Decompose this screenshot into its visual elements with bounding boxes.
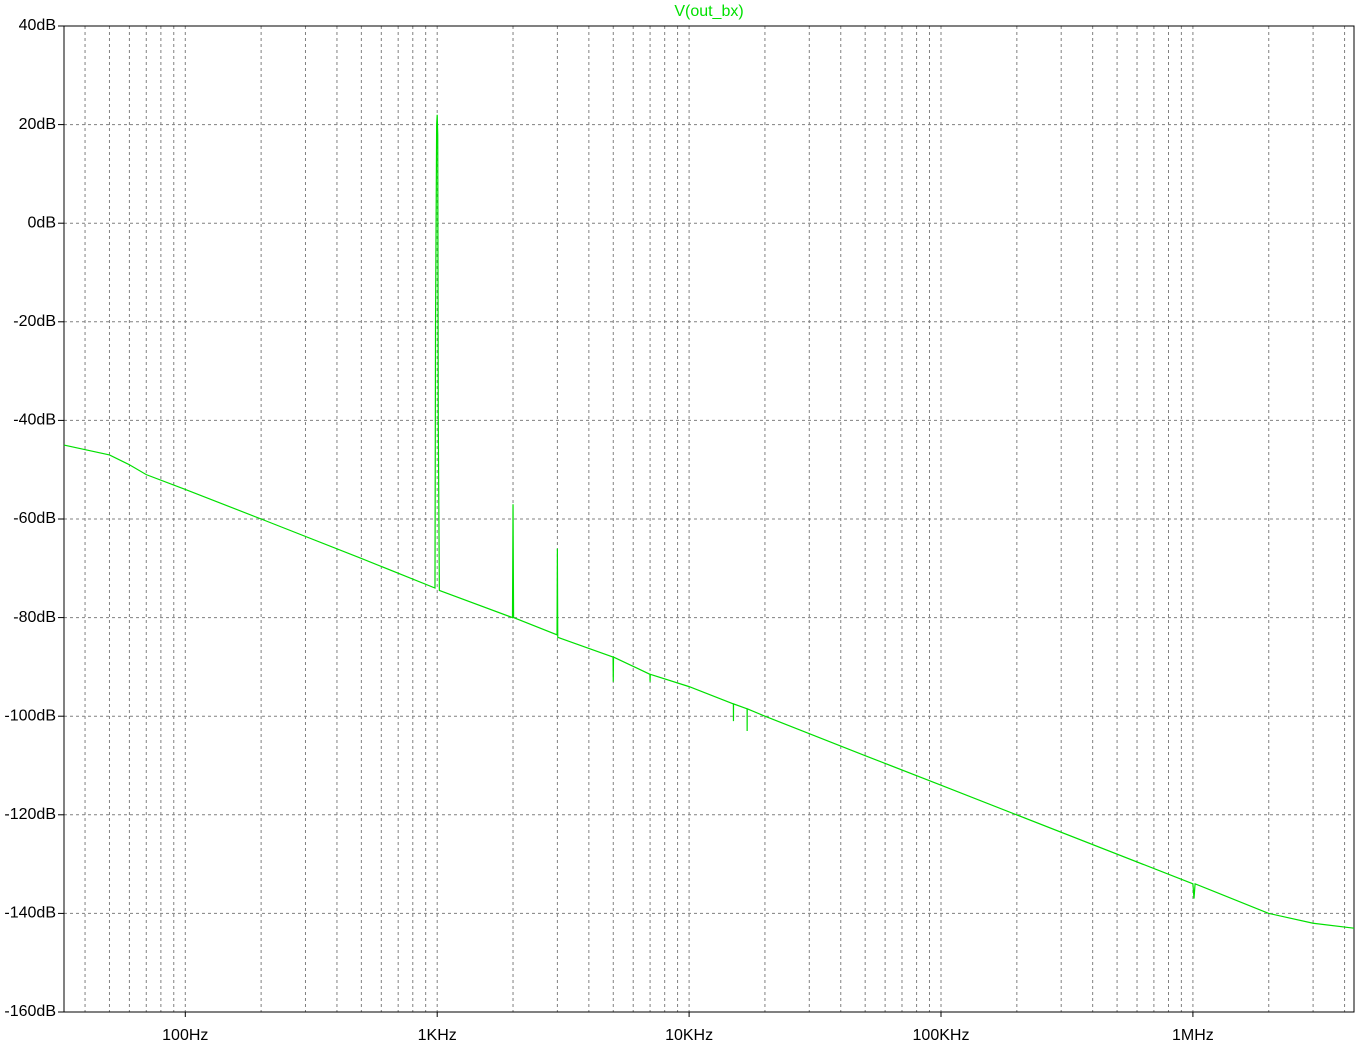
y-tick-label: 0dB [28,214,56,231]
y-tick-label: -80dB [13,609,56,626]
y-tick-label: -120dB [4,806,56,823]
y-tick-label: -60dB [13,510,56,527]
y-tick-label: 40dB [19,17,56,34]
x-tick-label: 100Hz [162,1027,208,1044]
trace [63,114,1355,929]
x-tick-label: 1MHz [1172,1027,1214,1044]
y-tick-label: -40dB [13,412,56,429]
plot-frame [63,25,1355,1013]
y-tick-label: -140dB [4,905,56,922]
y-tick-label: -100dB [4,707,56,724]
x-tick-label: 10KHz [665,1027,713,1044]
y-tick-label: 20dB [19,116,56,133]
trace-label: V(out_bx) [674,3,743,20]
x-tick-label: 1KHz [418,1027,457,1044]
x-tick-label: 100KHz [913,1027,970,1044]
y-tick-label: -20dB [13,313,56,330]
y-tick-label: -160dB [4,1003,56,1020]
